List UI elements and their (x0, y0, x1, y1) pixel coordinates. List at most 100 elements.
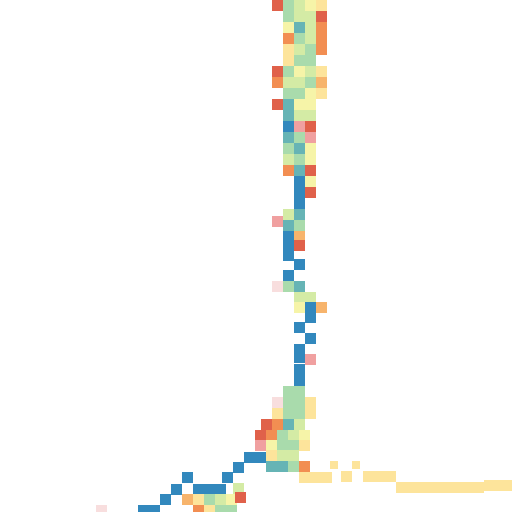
heat-tile (283, 55, 294, 66)
heat-tile (294, 259, 305, 270)
heat-tile (255, 430, 266, 441)
heat-tile (294, 231, 305, 242)
heat-tile (352, 461, 360, 469)
heat-tile (305, 154, 316, 165)
heat-tile (305, 55, 316, 66)
heat-tile (283, 231, 294, 242)
heat-tile (193, 494, 204, 505)
heat-tile (294, 55, 305, 66)
heat-tile (305, 176, 316, 187)
heat-tile (330, 461, 338, 469)
heat-tile (299, 430, 310, 441)
heat-tile (316, 302, 327, 313)
heat-tile (440, 482, 451, 493)
heat-tile (294, 132, 305, 143)
heat-tile (294, 44, 305, 55)
heat-tile (283, 66, 294, 77)
heat-tile (160, 494, 171, 505)
heat-tile (171, 484, 182, 495)
heat-tile (473, 482, 484, 493)
heat-tile (283, 99, 294, 110)
heat-tile (294, 77, 305, 88)
heat-tile (305, 165, 316, 176)
heat-tile (283, 33, 294, 44)
heat-tile (294, 22, 305, 33)
heat-tile (305, 11, 316, 22)
heat-tile (288, 450, 299, 461)
heat-tile (451, 482, 462, 493)
heat-tile (294, 419, 305, 430)
heat-tile (283, 77, 294, 88)
heat-tile (305, 132, 316, 143)
heat-tile (305, 121, 316, 132)
heat-tile (272, 216, 283, 227)
heat-tile (255, 440, 266, 451)
heat-tile (283, 88, 294, 99)
heat-tile (316, 44, 327, 55)
heat-tile (294, 0, 305, 11)
heat-tile (305, 99, 316, 110)
heat-tile (266, 461, 277, 472)
heat-tile (96, 505, 107, 512)
heat-tile (396, 482, 407, 493)
heat-tile (305, 66, 316, 77)
heat-tile (299, 461, 310, 472)
heat-tile (305, 0, 316, 11)
heat-tile (283, 132, 294, 143)
heat-tile (233, 483, 244, 494)
heat-tile (316, 77, 327, 88)
heat-tile (316, 11, 327, 22)
heat-tile (283, 386, 294, 397)
heat-tile (305, 22, 316, 33)
heat-tile (288, 461, 299, 472)
heat-tile (305, 110, 316, 121)
heat-tile (244, 452, 255, 463)
heat-tile (261, 419, 272, 430)
heat-tile (305, 77, 316, 88)
heat-tile (316, 88, 327, 99)
heat-tile (283, 44, 294, 55)
heat-tile (316, 22, 327, 33)
heat-tile (305, 292, 316, 303)
heat-tile (374, 471, 385, 482)
heat-tile (294, 397, 305, 408)
heat-tile (299, 472, 310, 483)
heat-tile (283, 408, 294, 419)
heat-tile (462, 482, 473, 493)
heat-tile (429, 482, 440, 493)
heat-tile (277, 440, 288, 451)
heat-tile (272, 0, 283, 11)
heat-tile (310, 472, 321, 483)
heat-tile (272, 66, 283, 77)
heat-tile (283, 22, 294, 33)
heat-tile (316, 33, 327, 44)
heat-tile (149, 505, 160, 512)
heat-tile (305, 44, 316, 55)
heat-tile (215, 494, 226, 505)
heat-tile (283, 165, 294, 176)
heat-tile (305, 397, 316, 408)
heat-tile (294, 375, 305, 386)
heat-tile (255, 452, 266, 463)
heat-tile (283, 154, 294, 165)
heat-tile (272, 99, 283, 110)
heat-tile (294, 322, 305, 333)
heat-tile (305, 33, 316, 44)
heat-tile (305, 302, 316, 313)
heat-tile (235, 492, 246, 503)
heat-tile (272, 408, 283, 419)
heat-tile (283, 281, 294, 292)
heat-tile (283, 397, 294, 408)
heat-tile (226, 494, 237, 505)
heat-tile (294, 66, 305, 77)
heat-tile (294, 302, 305, 313)
heat-tile (294, 176, 305, 187)
heat-tile (316, 0, 327, 11)
heat-tile (138, 505, 149, 512)
heat-tile (294, 209, 305, 220)
heat-tile (204, 494, 215, 505)
heat-tile (277, 430, 288, 441)
heat-tile (222, 472, 233, 483)
heat-tile (294, 11, 305, 22)
